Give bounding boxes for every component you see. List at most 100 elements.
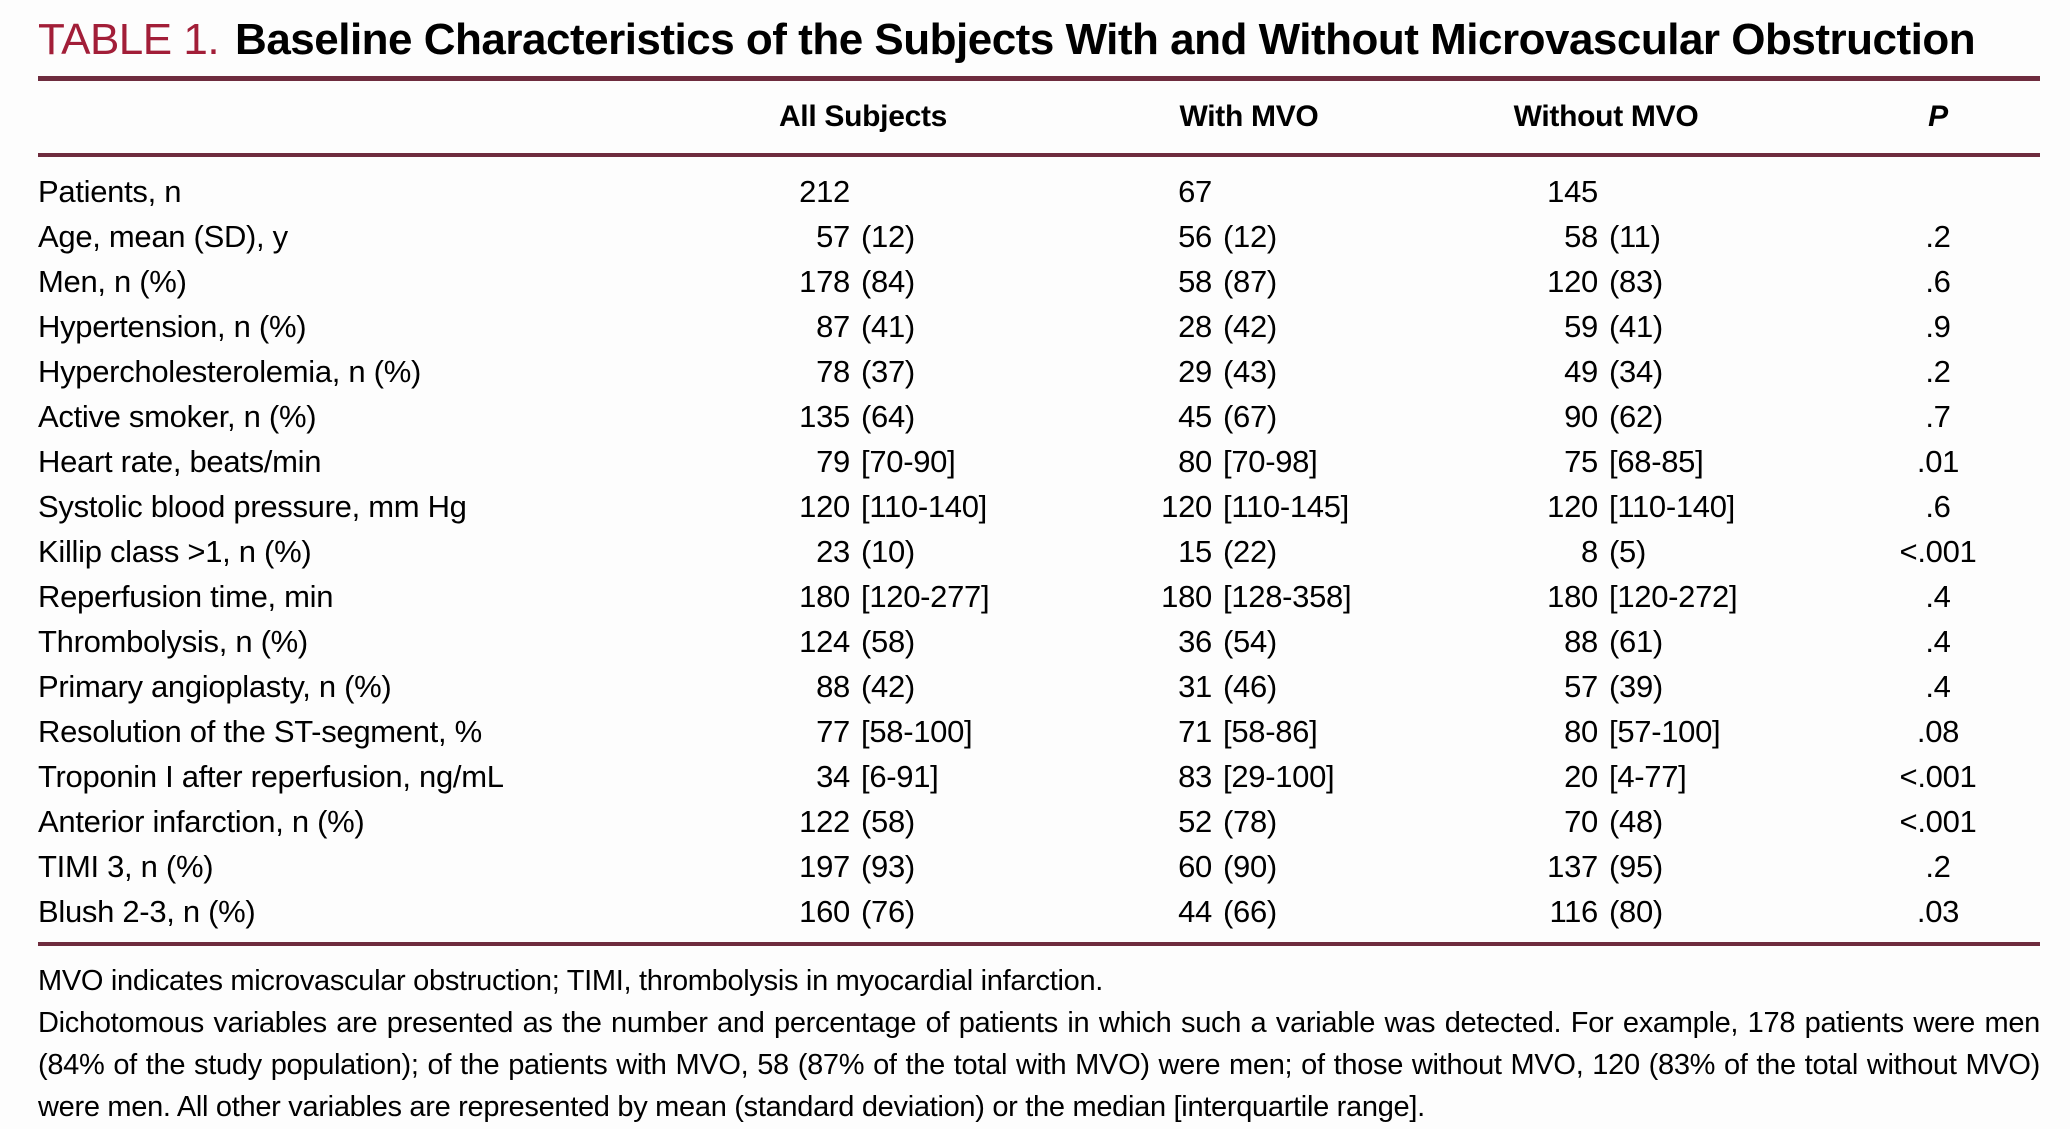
cell-all-subjects: 180 [120-277]	[698, 579, 1088, 615]
value-dispersion: (11)	[1609, 218, 1661, 254]
value-number: 77	[816, 713, 850, 749]
cell-with-mvo: 56 (12)	[1088, 219, 1448, 255]
table-number: TABLE 1.	[38, 15, 220, 64]
value-number: 180	[1547, 578, 1598, 614]
row-label: Age, mean (SD), y	[38, 218, 288, 254]
value-number: 79	[816, 443, 850, 479]
value-number: 70	[1564, 803, 1598, 839]
value-dispersion: [6-91]	[861, 758, 939, 794]
value-dispersion: [120-277]	[861, 578, 990, 614]
cell-with-mvo: 83 [29-100]	[1088, 759, 1448, 795]
value-number: 15	[1178, 533, 1212, 569]
table-row: Patients, n 212 67 145	[38, 169, 2040, 214]
table-row: Thrombolysis, n (%) 124 (58) 36 (54) 88 (61) .4	[38, 619, 2040, 664]
value-dispersion: (76)	[861, 893, 915, 929]
value-dispersion: (61)	[1609, 623, 1663, 659]
table-body: Patients, n 212 67 145 Age, mean (SD), y 57 (1…	[38, 157, 2040, 942]
cell-p-value: .01	[1916, 443, 1960, 479]
header-all-subjects: All Subjects	[778, 100, 948, 133]
value-number: 122	[799, 803, 850, 839]
cell-all-subjects: 57 (12)	[698, 219, 1088, 255]
table-row: Hypertension, n (%) 87 (41) 28 (42) 59 (41) .9	[38, 304, 2040, 349]
footnote-abbreviations: MVO indicates microvascular obstruction;…	[38, 965, 1104, 997]
cell-with-mvo: 29 (43)	[1088, 354, 1448, 390]
value-dispersion: (48)	[1609, 803, 1663, 839]
value-dispersion: (43)	[1223, 353, 1277, 389]
value-number: 116	[1549, 893, 1598, 929]
cell-all-subjects: 124 (58)	[698, 624, 1088, 660]
row-label: Troponin I after reperfusion, ng/mL	[38, 758, 504, 794]
cell-p-value: .6	[1925, 263, 1951, 299]
table-header-row: All Subjects With MVO Without MVO P	[38, 81, 2040, 153]
footnote-description: Dichotomous variables are presented as t…	[38, 1007, 2040, 1123]
cell-with-mvo: 52 (78)	[1088, 804, 1448, 840]
top-rule	[38, 76, 2040, 81]
cell-p-value: .2	[1925, 848, 1951, 884]
cell-all-subjects: 87 (41)	[698, 309, 1088, 345]
value-dispersion: [68-85]	[1609, 443, 1704, 479]
cell-all-subjects: 197 (93)	[698, 849, 1088, 885]
header-with-mvo: With MVO	[1179, 100, 1319, 133]
cell-p-value: .4	[1925, 668, 1951, 704]
cell-with-mvo: 60 (90)	[1088, 849, 1448, 885]
cell-without-mvo: 116 (80)	[1448, 894, 1806, 930]
value-dispersion: (12)	[1223, 218, 1277, 254]
cell-all-subjects: 212	[698, 174, 1088, 210]
value-dispersion: (62)	[1609, 398, 1663, 434]
cell-with-mvo: 15 (22)	[1088, 534, 1448, 570]
cell-all-subjects: 88 (42)	[698, 669, 1088, 705]
value-dispersion: [29-100]	[1223, 758, 1335, 794]
row-label: Resolution of the ST-segment, %	[38, 713, 482, 749]
value-number: 45	[1178, 398, 1212, 434]
value-number: 197	[799, 848, 850, 884]
cell-without-mvo: 59 (41)	[1448, 309, 1806, 345]
header-rule	[38, 153, 2040, 157]
cell-without-mvo: 80 [57-100]	[1448, 714, 1806, 750]
value-number: 87	[816, 308, 850, 344]
table-footnotes: MVO indicates microvascular obstruction;…	[38, 960, 2040, 1128]
value-dispersion: (84)	[861, 263, 915, 299]
value-dispersion: (39)	[1609, 668, 1663, 704]
value-dispersion: (90)	[1223, 848, 1277, 884]
value-number: 58	[1564, 218, 1598, 254]
value-dispersion: [70-98]	[1223, 443, 1318, 479]
value-number: 80	[1178, 443, 1212, 479]
value-number: 212	[799, 173, 850, 209]
value-dispersion: (64)	[861, 398, 915, 434]
cell-with-mvo: 180 [128-358]	[1088, 579, 1448, 615]
cell-p-value: .08	[1916, 713, 1960, 749]
value-number: 120	[1547, 263, 1598, 299]
value-number: 56	[1178, 218, 1212, 254]
cell-all-subjects: 178 (84)	[698, 264, 1088, 300]
cell-p-value: .6	[1925, 488, 1951, 524]
value-dispersion: (80)	[1609, 893, 1663, 929]
value-number: 78	[816, 353, 850, 389]
value-number: 88	[816, 668, 850, 704]
value-dispersion: (10)	[861, 533, 915, 569]
cell-all-subjects: 120 [110-140]	[698, 489, 1088, 525]
value-dispersion: (87)	[1223, 263, 1277, 299]
table-caption: Baseline Characteristics of the Subjects…	[235, 15, 1976, 64]
value-number: 120	[1547, 488, 1598, 524]
row-label: Patients, n	[38, 173, 182, 209]
cell-without-mvo: 49 (34)	[1448, 354, 1806, 390]
cell-p-value: <.001	[1899, 533, 1977, 569]
value-number: 52	[1178, 803, 1212, 839]
row-label: Systolic blood pressure, mm Hg	[38, 488, 467, 524]
table-row: Men, n (%) 178 (84) 58 (87) 120 (83) .6	[38, 259, 2040, 304]
value-dispersion: [58-86]	[1223, 713, 1318, 749]
table-row: Hypercholesterolemia, n (%) 78 (37) 29 (43) 4…	[38, 349, 2040, 394]
cell-without-mvo: 137 (95)	[1448, 849, 1806, 885]
table-row: Reperfusion time, min 180 [120-277] 180 [128…	[38, 574, 2040, 619]
value-dispersion: [57-100]	[1609, 713, 1721, 749]
value-number: 88	[1564, 623, 1598, 659]
value-number: 20	[1564, 758, 1598, 794]
table-title: TABLE 1. Baseline Characteristics of the …	[38, 14, 2040, 66]
value-dispersion: [110-145]	[1223, 488, 1349, 524]
value-dispersion: (46)	[1223, 668, 1277, 704]
row-label: Killip class >1, n (%)	[38, 533, 312, 569]
value-dispersion: (58)	[861, 623, 915, 659]
cell-without-mvo: 120 [110-140]	[1448, 489, 1806, 525]
header-without-mvo: Without MVO	[1513, 100, 1699, 133]
